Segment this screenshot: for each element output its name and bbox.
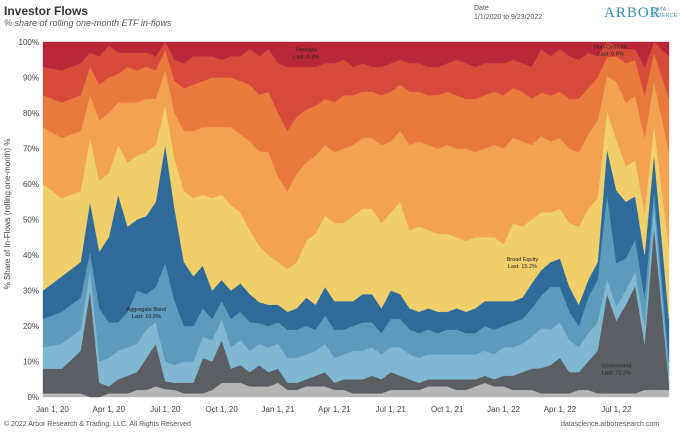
y-tick-label: 0% — [27, 393, 39, 402]
y-tick-label: 90% — [23, 74, 39, 83]
x-tick-label: Apr 1, 21 — [318, 405, 351, 414]
annotation-label: Non-Cyclicals — [594, 45, 628, 51]
x-tick-label: Jul 1, 20 — [150, 405, 181, 414]
x-tick-label: Jul 1, 21 — [376, 405, 407, 414]
date-filter-label: Date — [474, 5, 489, 12]
x-tick-label: Apr 1, 22 — [544, 405, 577, 414]
y-tick-label: 40% — [23, 251, 39, 260]
arbor-logo: ARBOR DATA SCIENCE — [604, 4, 677, 22]
y-axis-label: % Share of In-Flows (rolling one-month) … — [3, 139, 12, 290]
annotation-label: Thematic — [295, 48, 318, 54]
y-tick-label: 80% — [23, 109, 39, 118]
annotation-value: Last: 0.8% — [598, 52, 624, 58]
annotation-label: Government — [601, 364, 632, 370]
annotation-label: Aggregate Bond — [127, 307, 167, 313]
area-thematic — [42, 41, 670, 71]
y-tick-label: 20% — [23, 322, 39, 331]
logo-subtext: DATA SCIENCE — [652, 7, 678, 19]
annotation-value: Last: 73.2% — [602, 371, 631, 377]
annotation-value: Last: 0.3% — [293, 55, 319, 61]
chart-title: Investor Flows — [4, 4, 89, 18]
x-tick-label: Jul 1, 22 — [601, 405, 632, 414]
y-tick-label: 50% — [23, 216, 39, 225]
logo-text: ARBOR — [604, 5, 661, 21]
x-tick-label: Jan 1, 20 — [36, 405, 69, 414]
y-tick-label: 70% — [23, 145, 39, 154]
annotation-value: Last: 10.5% — [132, 314, 161, 320]
y-tick-label: 100% — [19, 38, 39, 47]
x-tick-label: Oct 1, 21 — [431, 405, 464, 414]
chart-subtitle: % share of rolling one-month ETF in-flow… — [4, 18, 172, 28]
annotation-label: Broad Equity — [507, 257, 539, 263]
x-tick-label: Jan 1, 22 — [487, 405, 520, 414]
x-tick-label: Jan 1, 21 — [262, 405, 295, 414]
y-axis: 0% 10% 20% 30% 40% 50% 60% 70% 80% 90% 100% — [19, 38, 39, 402]
x-tick-label: Apr 1, 20 — [93, 405, 126, 414]
copyright-text: © 2022 Arbor Research & Trading, LLC. Al… — [4, 421, 191, 428]
x-tick-label: Oct 1, 20 — [205, 405, 238, 414]
y-tick-label: 30% — [23, 287, 39, 296]
date-range-filter[interactable]: 1/1/2020 to 9/23/2022 — [474, 14, 543, 21]
x-axis: Jan 1, 20 Apr 1, 20 Jul 1, 20 Oct 1, 20 Jan … — [36, 405, 632, 414]
area-layers — [42, 41, 670, 398]
annotation-value: Last: 15.2% — [508, 264, 537, 270]
y-tick-label: 60% — [23, 180, 39, 189]
source-link[interactable]: datascience.arborresearch.com — [561, 421, 660, 428]
y-tick-label: 10% — [23, 358, 39, 367]
